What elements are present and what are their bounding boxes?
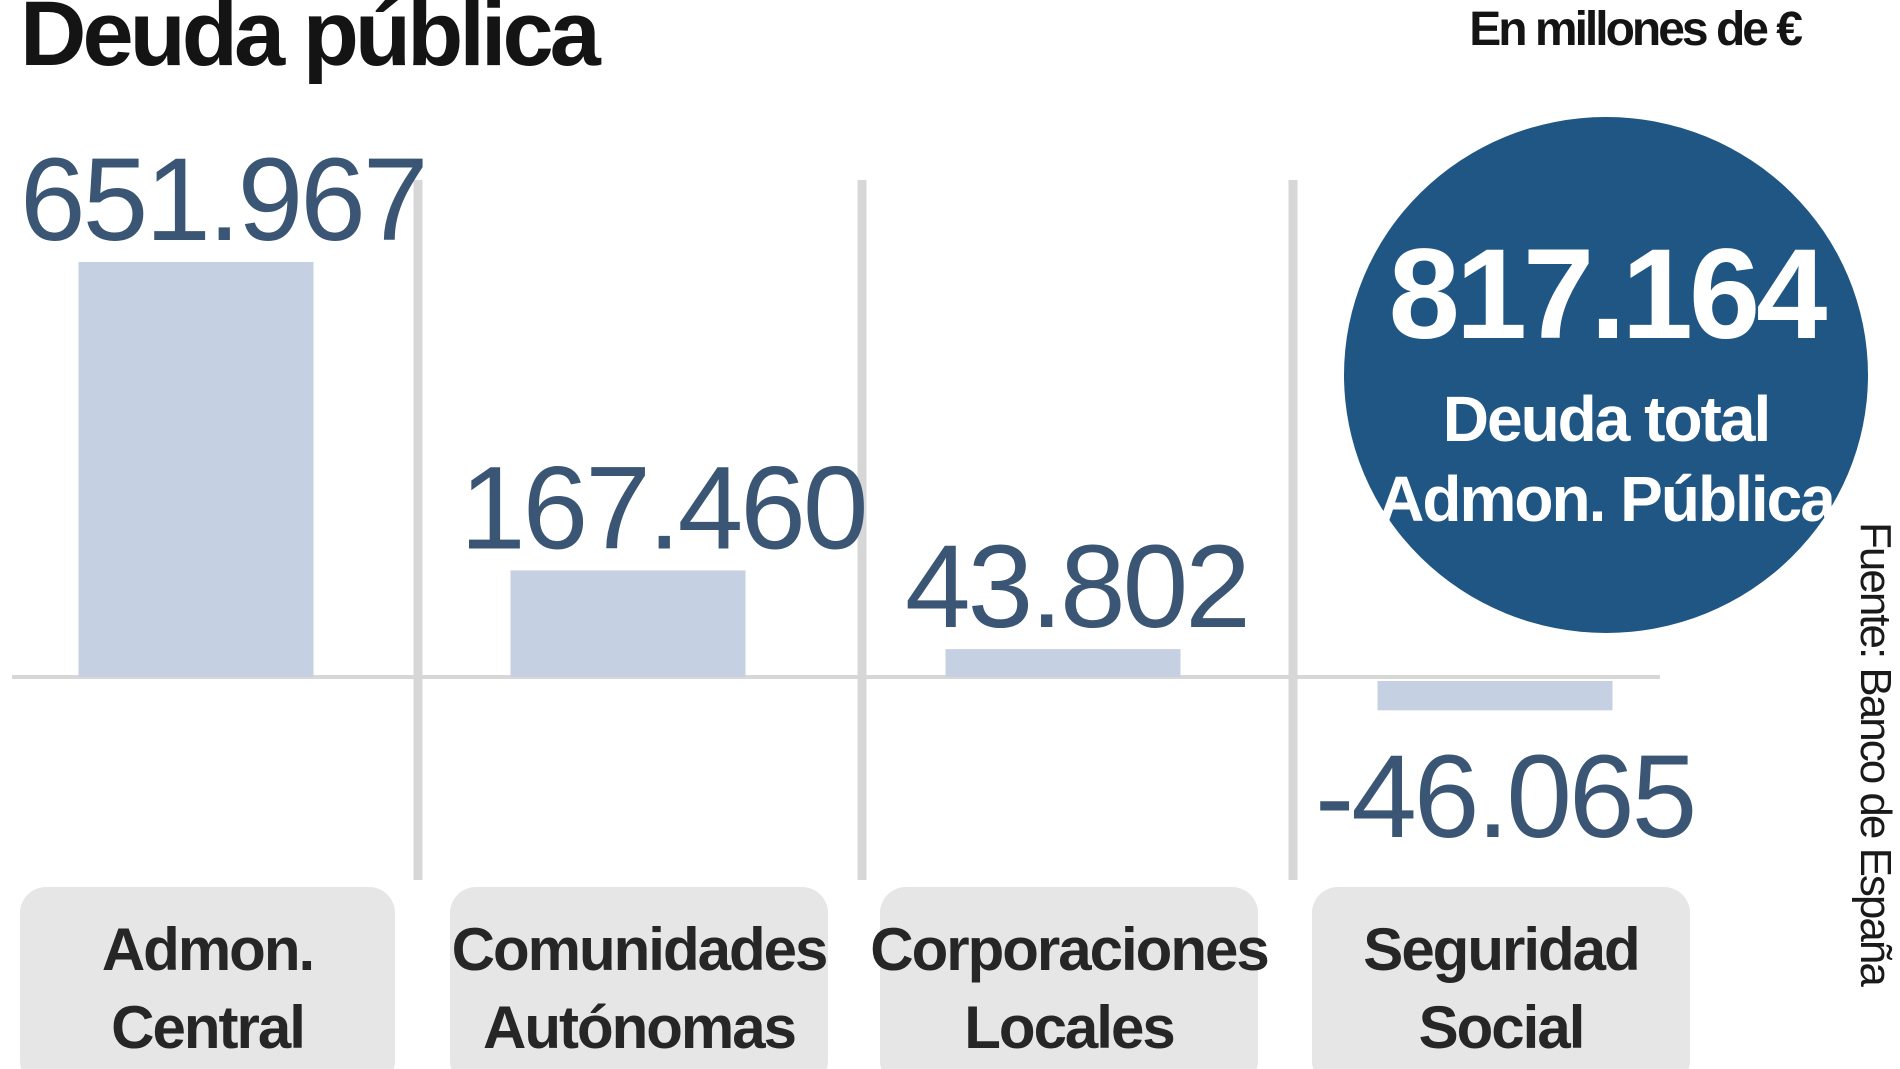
category-box-3	[1312, 887, 1690, 1069]
category-label-1-1: Autónomas	[483, 994, 795, 1061]
bar-1	[510, 570, 746, 677]
bar-3	[1377, 681, 1613, 711]
value-label-1: 167.460	[460, 442, 866, 574]
bar-0	[78, 262, 314, 677]
category-label-2-0: Corporaciones	[870, 916, 1267, 983]
bar-2	[945, 649, 1181, 677]
category-box-0	[20, 887, 395, 1069]
value-label-3: -46.065	[1315, 731, 1694, 863]
total-debt-circle: 817.164 Deuda total Admon. Pública	[1344, 117, 1868, 633]
category-label-0-0: Admon.	[102, 916, 313, 983]
category-label-3-0: Seguridad	[1363, 916, 1638, 983]
source-note: Fuente: Banco de España	[1851, 522, 1900, 985]
chart-title: Deuda pública	[20, 0, 601, 85]
category-label-3-1: Social	[1419, 994, 1584, 1061]
value-label-0: 651.967	[20, 134, 426, 266]
category-label-0-1: Central	[111, 994, 304, 1061]
category-label-2-1: Locales	[964, 994, 1173, 1061]
total-debt-value: 817.164	[1388, 223, 1828, 366]
total-debt-caption: Deuda total Admon. Pública	[1378, 383, 1836, 535]
value-label-2: 43.802	[905, 521, 1248, 653]
unit-note: En millones de €	[1469, 3, 1803, 56]
category-box-2	[880, 887, 1258, 1069]
category-box-1	[450, 887, 828, 1069]
category-label-1-0: Comunidades	[452, 916, 827, 983]
